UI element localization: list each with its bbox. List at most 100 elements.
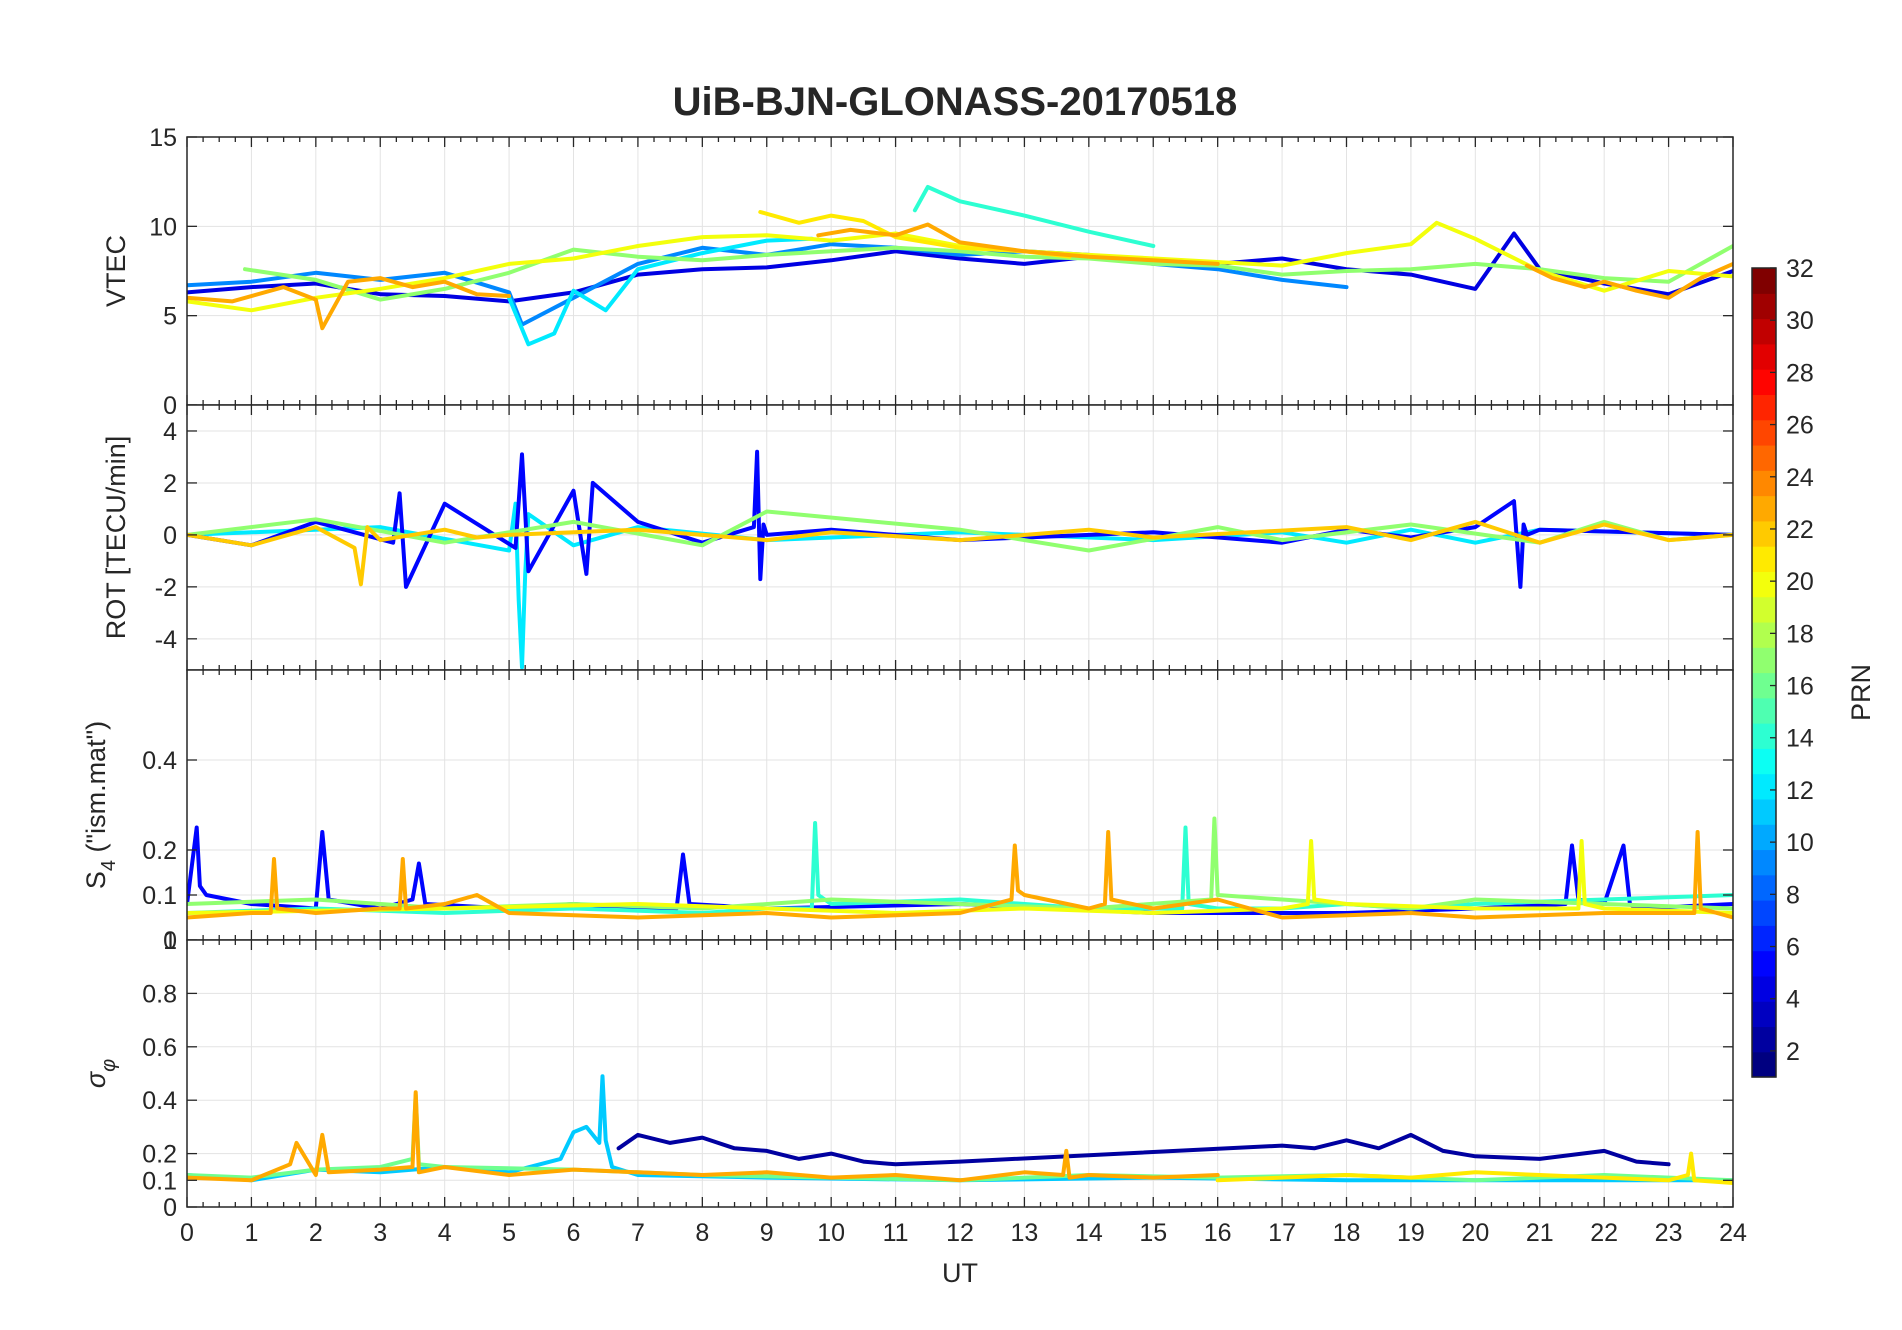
- x-tick-label: 1: [244, 1219, 258, 1247]
- colorbar-segment: [1752, 293, 1776, 320]
- colorbar-segment: [1752, 1001, 1776, 1028]
- x-tick-label: 12: [946, 1219, 974, 1247]
- x-tick-label: 17: [1268, 1219, 1296, 1247]
- colorbar-segment: [1752, 647, 1776, 674]
- colorbar-segment: [1752, 268, 1776, 294]
- y-tick-label: 15: [149, 124, 177, 152]
- x-tick-label: 11: [883, 1219, 909, 1247]
- y-tick-label: 0: [163, 1194, 177, 1222]
- series-line-prn23: [187, 1090, 1220, 1183]
- series-line-prn4: [187, 231, 1733, 304]
- series-group: [187, 185, 1733, 347]
- x-tick-label: 7: [631, 1219, 645, 1247]
- y-axis-label: S4 ("ism.mat"): [81, 721, 120, 889]
- series-line-prn2: [616, 1132, 1671, 1167]
- x-tick-label: 9: [760, 1219, 774, 1247]
- colorbar-segment: [1752, 571, 1776, 598]
- colorbar-segment: [1752, 470, 1776, 497]
- colorbar-tick-label: 2: [1786, 1038, 1800, 1066]
- colorbar-tick-label: 30: [1786, 307, 1814, 335]
- x-tick-label: 23: [1655, 1219, 1683, 1247]
- chart-title: UiB-BJN-GLONASS-20170518: [673, 80, 1238, 124]
- x-tick-label: 21: [1526, 1219, 1554, 1247]
- series-line-prn12: [187, 501, 1733, 670]
- colorbar-tick-label: 24: [1786, 464, 1814, 492]
- series-group: [187, 449, 1733, 670]
- colorbar-segment: [1752, 318, 1776, 345]
- colorbar-segment: [1752, 723, 1776, 749]
- colorbar-segment: [1752, 444, 1776, 471]
- colorbar-segment: [1752, 925, 1776, 952]
- series-line-prn21: [1215, 1151, 1733, 1185]
- y-tick-label: 0.1: [142, 882, 177, 910]
- colorbar-segment: [1752, 1051, 1776, 1078]
- y-tick-label: -4: [155, 626, 177, 654]
- x-tick-label: 15: [1139, 1219, 1167, 1247]
- y-tick-label: 0: [163, 522, 177, 550]
- colorbar-tick-label: 6: [1786, 934, 1800, 962]
- colorbar-tick-label: 32: [1786, 255, 1814, 283]
- x-tick-label: 14: [1075, 1219, 1103, 1247]
- colorbar-tick-label: 20: [1786, 568, 1814, 596]
- colorbar-segment: [1752, 596, 1776, 623]
- colorbar-segment: [1752, 900, 1776, 926]
- x-tick-label: 10: [817, 1219, 845, 1247]
- colorbar-tick-label: 10: [1786, 829, 1814, 857]
- x-tick-label: 6: [567, 1219, 581, 1247]
- x-tick-label: 22: [1590, 1219, 1618, 1247]
- colorbar-segment: [1752, 874, 1776, 901]
- colorbar-segment: [1752, 621, 1776, 648]
- colorbar-segment: [1752, 849, 1776, 876]
- colorbar-segment: [1752, 546, 1776, 572]
- series-line-prn23: [816, 222, 1220, 266]
- colorbar-segment: [1752, 824, 1776, 851]
- x-tick-label: 0: [180, 1219, 194, 1247]
- y-axis-label-part: σ: [81, 1070, 111, 1088]
- x-tick-label: 5: [502, 1219, 516, 1247]
- x-tick-label: 20: [1461, 1219, 1489, 1247]
- x-axis-label: UT: [942, 1258, 978, 1288]
- colorbar-tick-label: 26: [1786, 412, 1814, 440]
- colorbar-tick-label: 28: [1786, 359, 1814, 387]
- y-axis-label-part: 4: [98, 860, 120, 871]
- colorbar-tick-label: 16: [1786, 673, 1814, 701]
- y-axis-label-part: ("ism.mat"): [81, 721, 111, 860]
- series-line-prn23: [1524, 261, 1733, 300]
- colorbar-tick-label: 14: [1786, 725, 1814, 753]
- x-tick-label: 24: [1719, 1219, 1747, 1247]
- panel-vtec: 0 5 10 15 VTEC: [101, 124, 1734, 420]
- colorbar-segment: [1752, 495, 1776, 522]
- panel-rot: -4 -2 0 2 4 ROT [TECU/min]: [101, 404, 1734, 671]
- x-tick-label: 2: [309, 1219, 323, 1247]
- y-tick-label: 2: [163, 470, 177, 498]
- series-line-prn17: [243, 244, 1733, 302]
- x-tick-label: 19: [1397, 1219, 1425, 1247]
- y-axis-label: σφ: [81, 1059, 120, 1088]
- colorbar-tick-label: 18: [1786, 620, 1814, 648]
- colorbar-segment: [1752, 419, 1776, 446]
- y-axis-label: VTEC: [101, 235, 131, 307]
- colorbar-segment: [1752, 798, 1776, 825]
- x-tick-label: 3: [373, 1219, 387, 1247]
- colorbar-tick-label: 12: [1786, 777, 1814, 805]
- series-line-prn5: [187, 449, 1733, 589]
- colorbar-segment: [1752, 773, 1776, 800]
- series-line-prn22: [187, 519, 1733, 587]
- y-tick-label: 1: [163, 927, 177, 955]
- y-axis-label-part: φ: [98, 1059, 120, 1072]
- colorbar-segment: [1752, 697, 1776, 724]
- y-tick-label: -2: [155, 574, 177, 602]
- series-line-prn23: [187, 276, 512, 331]
- series-group: [187, 816, 1733, 920]
- y-tick-label: 0.1: [142, 1167, 177, 1195]
- x-tick-label: 18: [1333, 1219, 1361, 1247]
- series-line-prn14: [912, 185, 1156, 248]
- y-tick-label: 10: [149, 213, 177, 241]
- colorbar-segment: [1752, 343, 1776, 370]
- x-tick-label: 8: [695, 1219, 709, 1247]
- colorbar-segment: [1752, 369, 1776, 396]
- panel-s4: 0 0.1 0.2 0.4 S4 ("ism.mat"): [81, 669, 1734, 955]
- y-tick-label: 0.6: [142, 1034, 177, 1062]
- y-tick-label: 4: [163, 418, 177, 446]
